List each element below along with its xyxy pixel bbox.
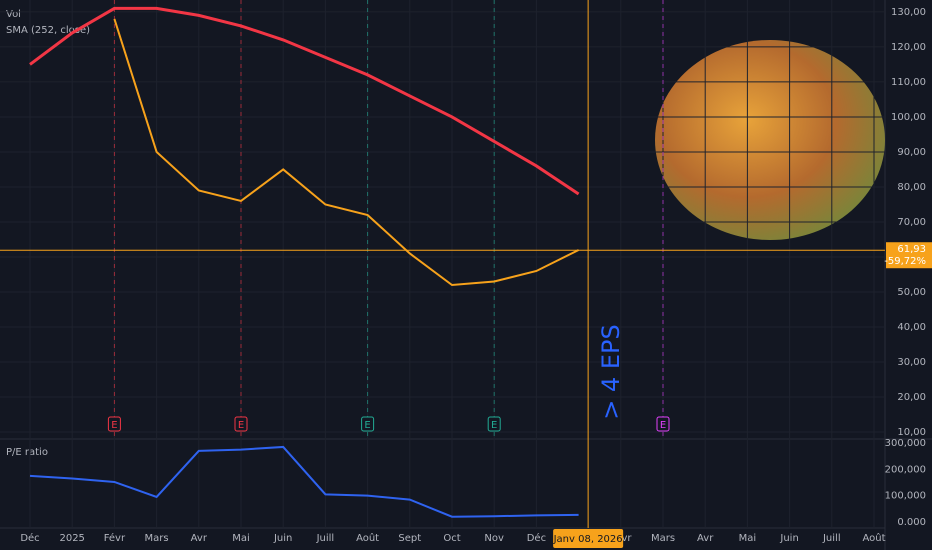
x-tick-label: Déc <box>20 532 39 544</box>
x-tick-label: Juill <box>822 533 841 544</box>
price-label: 61,93 <box>897 244 926 255</box>
event-label: E <box>660 420 666 431</box>
event-label: E <box>364 420 370 431</box>
y-tick-label: 80,00 <box>897 182 926 193</box>
x-tick-label: Juin <box>779 533 798 544</box>
event-marker <box>487 416 501 432</box>
series-line <box>113 18 580 287</box>
y-tick-label: 100,00 <box>891 112 926 123</box>
crosshair-label: Janv 08, 2026 <box>553 534 623 545</box>
illustration <box>655 40 885 240</box>
series-line <box>29 6 580 196</box>
x-tick-label: Avr <box>697 533 714 544</box>
crosshair-box <box>553 529 624 548</box>
y-tick-label: 40,00 <box>897 322 926 333</box>
x-tick-label: Mars <box>145 533 169 544</box>
series-line <box>29 445 579 518</box>
y-tick-label: 30,00 <box>897 357 926 368</box>
x-tick-label: Juill <box>316 533 335 544</box>
volume-label: Vol <box>6 9 21 20</box>
y-tick-label: 100,000 <box>885 491 926 502</box>
y-tick-label: 20,00 <box>897 392 926 403</box>
x-tick-label: Mai <box>232 533 250 544</box>
x-tick-label: Mars <box>651 533 675 544</box>
x-tick-label: Mai <box>739 533 757 544</box>
y-tick-label: 300,000 <box>885 438 926 449</box>
event-marker <box>107 416 121 432</box>
x-tick-label: Nov <box>484 533 504 544</box>
change-label: -59,72% <box>884 256 926 267</box>
y-tick-label: 120,00 <box>891 42 926 53</box>
pe-title: P/E ratio <box>6 447 48 458</box>
event-marker <box>234 416 248 432</box>
price-box <box>886 242 932 269</box>
event-marker <box>361 416 375 432</box>
y-tick-label: 130,00 <box>891 7 926 18</box>
y-tick-label: 0.000 <box>897 517 926 528</box>
x-tick-label: Août <box>862 532 885 544</box>
x-tick-label: Déc <box>527 532 546 544</box>
event-marker <box>656 416 670 432</box>
annotation: > 4 EPS <box>597 324 625 420</box>
x-tick-label: Avr <box>191 533 208 544</box>
y-tick-label: 110,00 <box>891 77 926 88</box>
x-tick-label: Août <box>356 532 379 544</box>
x-tick-label: Févr <box>104 532 126 544</box>
y-tick-label: 70,00 <box>897 217 926 228</box>
y-tick-label: 50,00 <box>897 287 926 298</box>
x-tick-label: Juin <box>273 533 292 544</box>
event-label: E <box>491 420 497 431</box>
x-tick-label: Sept <box>398 533 421 544</box>
sma-label: SMA (252, close) <box>6 25 90 36</box>
y-tick-label: 10,00 <box>897 427 926 438</box>
x-tick-label: 2025 <box>59 533 84 544</box>
y-tick-label: 200,000 <box>885 464 926 475</box>
event-label: E <box>111 420 117 431</box>
y-tick-label: 90,00 <box>897 147 926 158</box>
event-label: E <box>238 420 244 431</box>
x-tick-label: Oct <box>443 533 460 544</box>
